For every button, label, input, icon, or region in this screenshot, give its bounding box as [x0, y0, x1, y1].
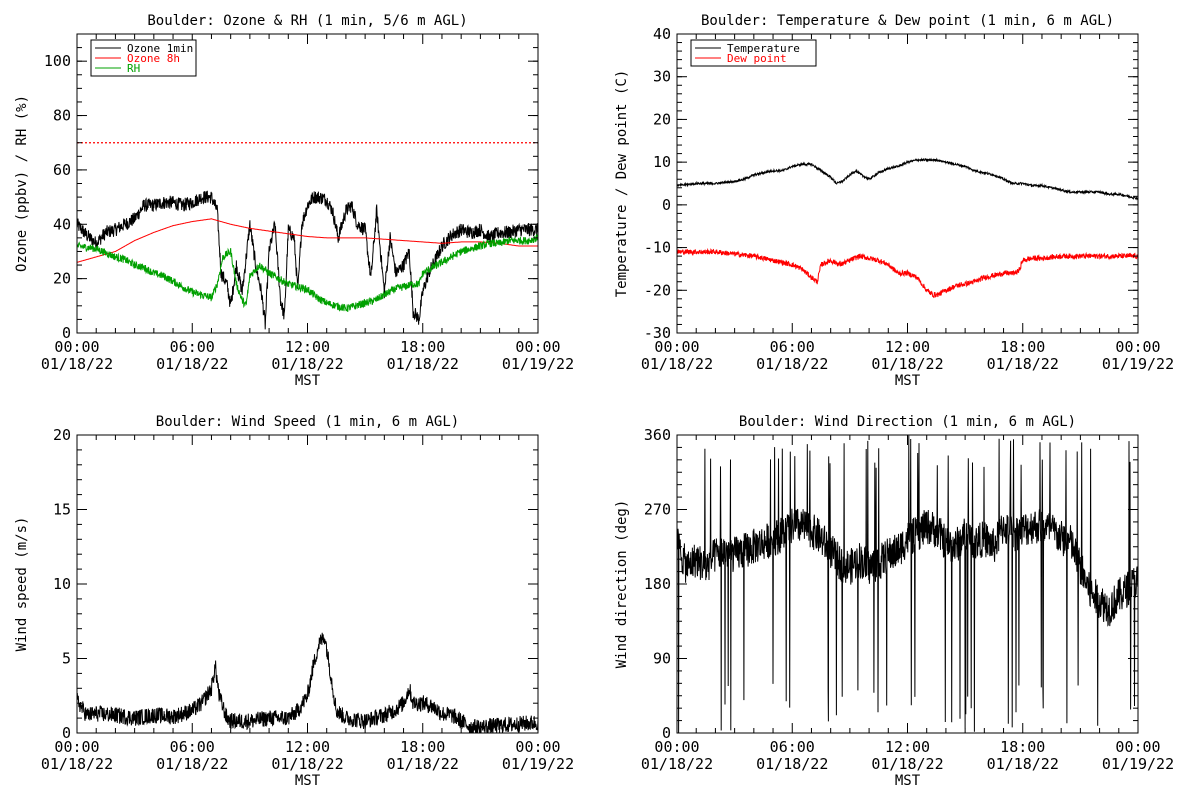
x-tick-time: 06:00 — [770, 338, 815, 356]
x-tick-time: 00:00 — [654, 738, 699, 756]
y-tick-label: 40 — [653, 25, 671, 43]
y-axis-label: Temperature / Dew point (C) — [614, 70, 630, 298]
chart-ozone: Boulder: Ozone & RH (1 min, 5/6 m AGL) 0 2… — [14, 13, 574, 389]
x-tick-date: 01/18/22 — [987, 355, 1059, 373]
x-tick-date: 01/18/22 — [387, 755, 459, 773]
x-tick-date: 01/19/22 — [1102, 355, 1174, 373]
legend-label: Ozone 8h — [127, 52, 180, 65]
series-line-wdir — [677, 435, 1138, 733]
y-tick-label: 20 — [653, 110, 671, 128]
x-tick-time: 18:00 — [1000, 738, 1045, 756]
y-tick-label: -20 — [644, 281, 671, 299]
series-line-rh — [77, 234, 538, 312]
x-tick-date: 01/18/22 — [756, 355, 828, 373]
chart-temp: Boulder: Temperature & Dew point (1 min,… — [614, 13, 1174, 389]
y-tick-label: 100 — [44, 52, 71, 70]
x-axis-label: MST — [895, 373, 921, 389]
chart-title: Boulder: Temperature & Dew point (1 min,… — [701, 13, 1114, 29]
y-tick-label: 10 — [653, 153, 671, 171]
series-line-ozone-8h — [77, 218, 538, 263]
legend-box — [690, 39, 817, 67]
x-tick-time: 00:00 — [1115, 738, 1160, 756]
x-tick-date: 01/18/22 — [871, 755, 943, 773]
x-tick-date: 01/19/22 — [502, 355, 574, 373]
y-tick-label: 90 — [653, 650, 671, 668]
y-tick-label: 270 — [644, 501, 671, 519]
x-tick-time: 00:00 — [54, 338, 99, 356]
legend-label: Ozone 1min — [127, 42, 193, 55]
y-tick-label: 20 — [53, 270, 71, 288]
x-tick-date: 01/18/22 — [756, 755, 828, 773]
x-tick-time: 00:00 — [654, 338, 699, 356]
series-line-dew-point — [677, 247, 1138, 299]
x-tick-date: 01/18/22 — [387, 355, 459, 373]
y-tick-label: -30 — [644, 324, 671, 342]
y-tick-label: 360 — [644, 426, 671, 444]
x-tick-date: 01/18/22 — [871, 355, 943, 373]
y-tick-label: 15 — [53, 501, 71, 519]
legend-label: RH — [127, 62, 140, 75]
legend-label: Temperature — [727, 42, 800, 55]
series-line-temperature — [677, 157, 1138, 201]
y-tick-label: 80 — [53, 107, 71, 125]
x-tick-time: 12:00 — [885, 338, 930, 356]
x-tick-date: 01/18/22 — [641, 355, 713, 373]
series-line-ozone-1min — [77, 190, 538, 330]
plot-frame — [676, 434, 1139, 734]
x-tick-time: 18:00 — [1000, 338, 1045, 356]
x-tick-time: 12:00 — [285, 338, 330, 356]
x-tick-date: 01/18/22 — [156, 355, 228, 373]
y-axis-label: Ozone (ppbv) / RH (%) — [14, 95, 30, 272]
y-tick-label: 0 — [62, 324, 71, 342]
y-axis-label: Wind speed (m/s) — [14, 517, 30, 652]
x-tick-date: 01/18/22 — [987, 755, 1059, 773]
y-tick-label: 30 — [653, 68, 671, 86]
y-tick-label: 0 — [62, 724, 71, 742]
y-tick-label: 0 — [662, 196, 671, 214]
x-tick-time: 18:00 — [400, 738, 445, 756]
x-axis-label: MST — [295, 773, 321, 789]
series-line-wspd — [77, 632, 538, 733]
x-tick-date: 01/18/22 — [41, 355, 113, 373]
y-tick-label: 60 — [53, 161, 71, 179]
chart-wdir: Boulder: Wind Direction (1 min, 6 m AGL)… — [614, 414, 1174, 789]
y-tick-label: 180 — [644, 575, 671, 593]
x-tick-time: 00:00 — [515, 738, 560, 756]
y-tick-label: 20 — [53, 426, 71, 444]
x-tick-time: 00:00 — [515, 338, 560, 356]
chart-title: Boulder: Wind Direction (1 min, 6 m AGL) — [739, 414, 1076, 430]
x-tick-time: 00:00 — [1115, 338, 1160, 356]
x-axis-label: MST — [295, 373, 321, 389]
x-axis-label: MST — [895, 773, 921, 789]
y-tick-label: 0 — [662, 724, 671, 742]
chart-title: Boulder: Ozone & RH (1 min, 5/6 m AGL) — [147, 13, 467, 29]
x-tick-time: 18:00 — [400, 338, 445, 356]
x-tick-time: 06:00 — [170, 338, 215, 356]
x-tick-time: 12:00 — [885, 738, 930, 756]
x-tick-time: 00:00 — [54, 738, 99, 756]
x-tick-time: 06:00 — [170, 738, 215, 756]
x-tick-date: 01/18/22 — [41, 755, 113, 773]
y-tick-label: -10 — [644, 239, 671, 257]
x-tick-time: 12:00 — [285, 738, 330, 756]
chart-wspd: Boulder: Wind Speed (1 min, 6 m AGL) 0 5 10… — [14, 414, 574, 789]
y-tick-label: 40 — [53, 215, 71, 233]
x-tick-date: 01/19/22 — [1102, 755, 1174, 773]
x-tick-date: 01/18/22 — [641, 755, 713, 773]
x-tick-date: 01/18/22 — [271, 355, 343, 373]
y-axis-label: Wind direction (deg) — [614, 500, 630, 669]
x-tick-date: 01/18/22 — [271, 755, 343, 773]
plot-frame — [676, 33, 1139, 334]
x-tick-date: 01/18/22 — [156, 755, 228, 773]
x-tick-time: 06:00 — [770, 738, 815, 756]
y-tick-label: 10 — [53, 575, 71, 593]
y-tick-label: 5 — [62, 650, 71, 668]
chart-title: Boulder: Wind Speed (1 min, 6 m AGL) — [156, 414, 459, 430]
x-tick-date: 01/19/22 — [502, 755, 574, 773]
legend-label: Dew point — [727, 52, 787, 65]
